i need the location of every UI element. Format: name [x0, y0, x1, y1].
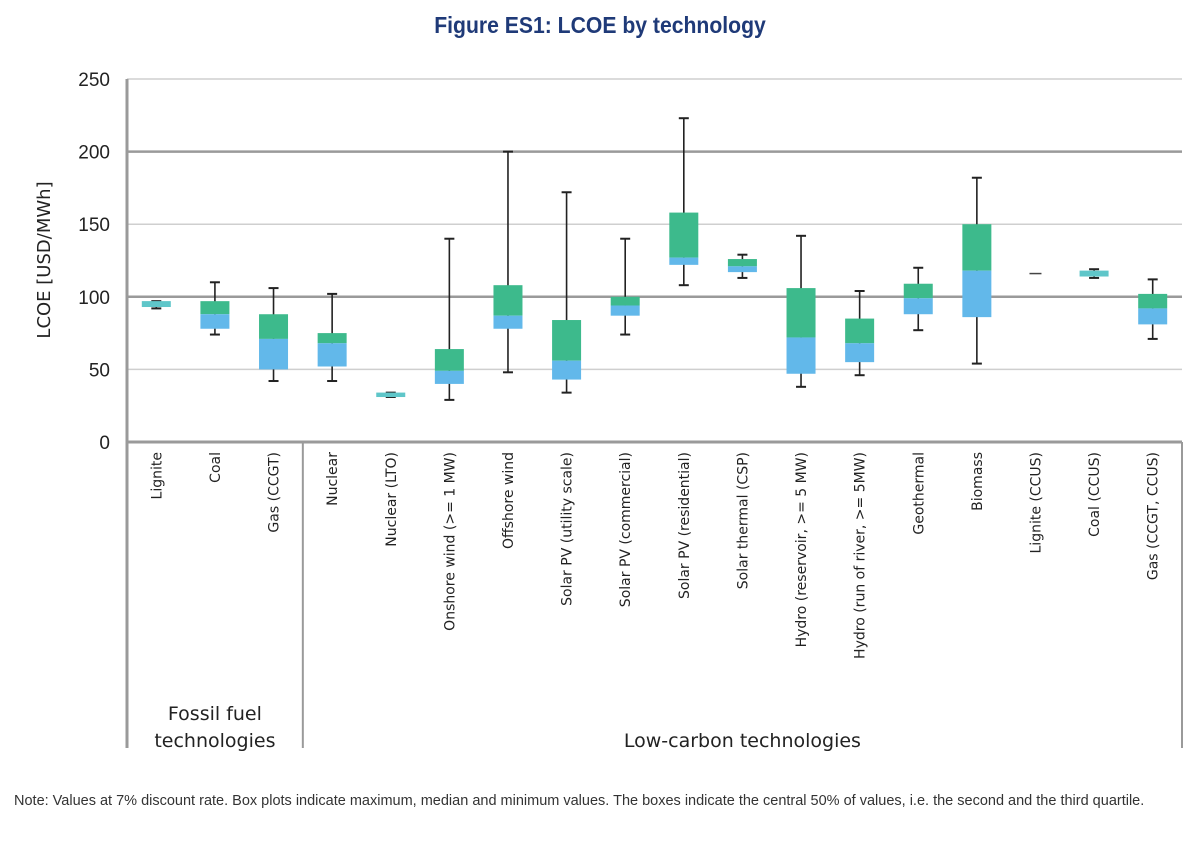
y-tick-label: 50 — [89, 360, 110, 381]
group-label-fossil: Fossil fuel — [168, 703, 262, 725]
y-tick-label: 100 — [78, 288, 110, 309]
x-category-label: Hydro (run of river, >= 5MW) — [853, 452, 869, 659]
y-tick-label: 150 — [78, 215, 110, 236]
x-category-label: Nuclear (LTO) — [384, 452, 400, 547]
axis-frame — [125, 79, 1183, 748]
group-labels: Fossil fuel technologies Low-carbon techno… — [154, 703, 861, 752]
upper-quartile-box — [786, 288, 816, 338]
box-solar-pv-utility-scale- — [552, 191, 582, 394]
upper-quartile-box — [552, 320, 582, 361]
chart-title: Figure ES1: LCOE by technology — [434, 12, 766, 38]
upper-quartile-box — [259, 314, 289, 339]
box-plot-chart: 0 50 100 150 200 250 LCOE [USD/MWh] Lignite Co… — [34, 70, 1183, 752]
group-label-fossil: technologies — [154, 730, 275, 752]
upper-quartile-box — [845, 318, 875, 344]
box-geothermal — [903, 266, 933, 332]
lower-quartile-box — [845, 343, 875, 363]
x-category-label: Lignite (CCUS) — [1028, 452, 1044, 554]
upper-quartile-box — [1138, 293, 1168, 309]
chart-note: Note: Values at 7% discount rate. Box pl… — [14, 793, 1145, 809]
box-solar-thermal-csp- — [727, 253, 757, 279]
x-category-label: Solar PV (residential) — [677, 452, 693, 599]
iqr-box — [376, 392, 406, 398]
box-coal — [200, 281, 230, 336]
box-coal-ccus- — [1079, 268, 1109, 279]
x-category-label: Solar PV (commercial) — [618, 452, 634, 607]
x-category-label: Geothermal — [911, 452, 927, 535]
lower-quartile-box — [434, 370, 464, 384]
upper-quartile-box — [727, 259, 757, 267]
lower-quartile-box — [552, 360, 582, 380]
x-category-label: Gas (CCGT) — [267, 452, 283, 533]
lower-quartile-box — [200, 314, 230, 329]
box-offshore-wind — [493, 150, 523, 374]
box-nuclear-lto- — [376, 391, 406, 398]
lower-quartile-box — [962, 270, 992, 318]
x-category-label: Coal (CCUS) — [1087, 452, 1103, 537]
box-hydro-reservoir-5-mw- — [786, 234, 816, 388]
lower-quartile-box — [493, 315, 523, 329]
lower-quartile-box — [610, 305, 640, 316]
x-category-label: Offshore wind — [501, 452, 517, 549]
box-hydro-run-of-river-5mw- — [845, 289, 875, 377]
lower-quartile-box — [669, 257, 699, 265]
y-axis-ticks: 0 50 100 150 200 250 — [78, 70, 110, 454]
upper-quartile-box — [493, 285, 523, 316]
box-gas-ccgt- — [259, 287, 289, 383]
x-category-label: Nuclear — [325, 452, 341, 506]
category-labels: Lignite Coal Gas (CCGT) Nuclear Nuclear (LTO… — [149, 452, 1161, 659]
box-onshore-wind-1-mw- — [434, 237, 464, 401]
box-gas-ccgt-ccus- — [1138, 278, 1168, 340]
upper-quartile-box — [669, 212, 699, 258]
iqr-box — [1079, 270, 1109, 277]
lower-quartile-box — [786, 337, 816, 374]
gridlines — [127, 78, 1182, 371]
lower-quartile-box — [903, 298, 933, 315]
x-category-label: Solar PV (utility scale) — [560, 452, 576, 606]
lower-quartile-box — [727, 266, 757, 273]
y-tick-label: 200 — [78, 143, 110, 164]
group-label-low-carbon: Low-carbon technologies — [624, 730, 861, 752]
upper-quartile-box — [317, 333, 347, 344]
box-biomass — [962, 176, 992, 365]
box-nuclear — [317, 292, 347, 383]
upper-quartile-box — [434, 349, 464, 371]
x-category-label: Hydro (reservoir, >= 5 MW) — [794, 452, 810, 647]
x-category-label: Solar thermal (CSP) — [735, 452, 751, 589]
x-category-label: Biomass — [970, 452, 986, 511]
upper-quartile-box — [200, 301, 230, 315]
box-solar-pv-commercial- — [610, 237, 640, 336]
box-lignite — [141, 300, 171, 310]
x-category-label: Onshore wind (>= 1 MW) — [442, 452, 458, 631]
x-category-label: Lignite — [149, 452, 165, 499]
upper-quartile-box — [903, 283, 933, 299]
upper-quartile-box — [610, 296, 640, 306]
lower-quartile-box — [259, 338, 289, 370]
x-category-label: Gas (CCGT, CCUS) — [1146, 452, 1162, 580]
boxes — [141, 117, 1168, 401]
iqr-box — [141, 301, 171, 308]
y-axis-label: LCOE [USD/MWh] — [34, 181, 55, 338]
lower-quartile-box — [317, 343, 347, 367]
x-category-label: Coal — [208, 452, 224, 483]
y-tick-label: 0 — [99, 433, 110, 454]
lower-quartile-box — [1138, 308, 1168, 325]
box-solar-pv-residential- — [669, 117, 699, 287]
upper-quartile-box — [962, 224, 992, 271]
y-tick-label: 250 — [78, 70, 110, 91]
